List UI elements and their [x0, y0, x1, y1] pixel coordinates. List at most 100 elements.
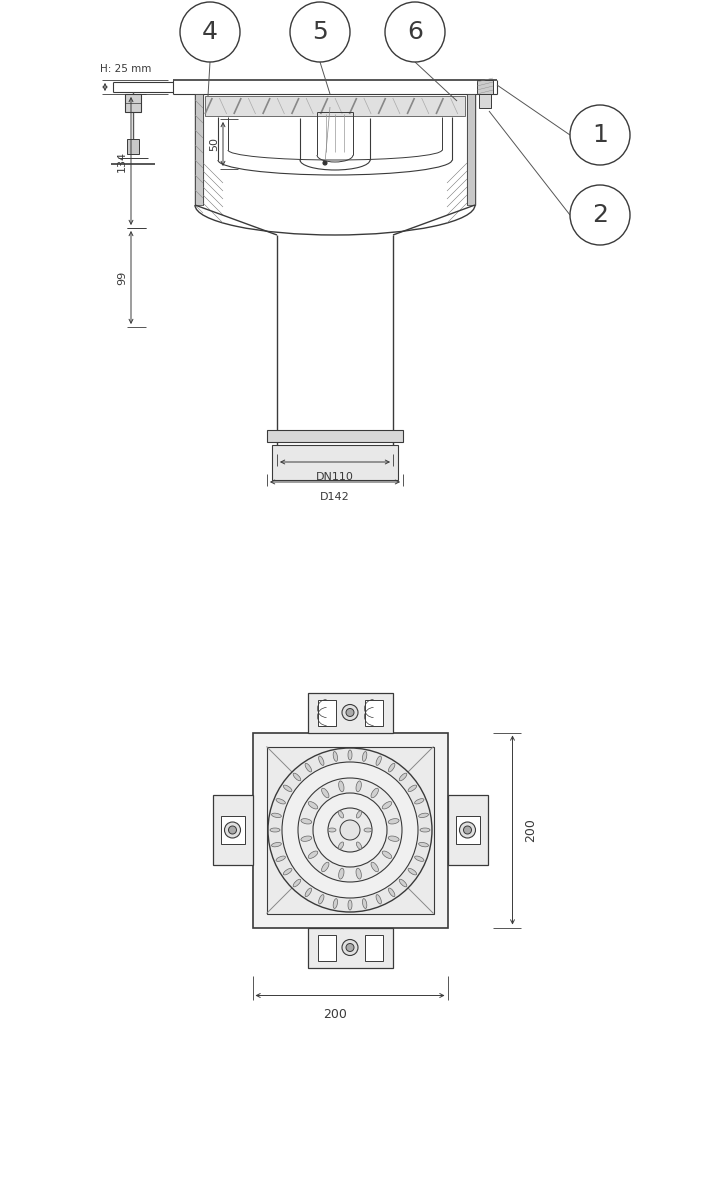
- Bar: [317, 935, 336, 960]
- Ellipse shape: [388, 888, 395, 896]
- Text: D142: D142: [320, 492, 350, 502]
- Circle shape: [342, 704, 358, 720]
- Ellipse shape: [356, 842, 362, 850]
- Ellipse shape: [408, 869, 416, 875]
- Ellipse shape: [419, 842, 428, 847]
- Circle shape: [323, 161, 327, 164]
- Circle shape: [570, 185, 630, 245]
- Bar: [317, 700, 336, 726]
- Text: 50: 50: [209, 137, 219, 151]
- Ellipse shape: [271, 842, 281, 847]
- Bar: [272, 445, 398, 480]
- Circle shape: [346, 943, 354, 952]
- Ellipse shape: [339, 842, 344, 850]
- Ellipse shape: [284, 785, 292, 792]
- Bar: [127, 139, 139, 154]
- Text: 4: 4: [202, 20, 218, 44]
- Ellipse shape: [284, 869, 292, 875]
- Text: 134: 134: [117, 150, 127, 172]
- Circle shape: [460, 822, 476, 838]
- Bar: [267, 430, 403, 442]
- Ellipse shape: [322, 863, 329, 871]
- Bar: [365, 700, 382, 726]
- Ellipse shape: [308, 851, 317, 858]
- Bar: [213, 794, 252, 865]
- Ellipse shape: [399, 880, 407, 887]
- Text: 1: 1: [592, 122, 608, 146]
- Ellipse shape: [414, 799, 424, 804]
- Text: 5: 5: [312, 20, 328, 44]
- Text: 200: 200: [323, 1008, 347, 1020]
- Text: DN110: DN110: [316, 472, 354, 482]
- Ellipse shape: [348, 900, 352, 910]
- Circle shape: [313, 793, 387, 866]
- Bar: [477, 80, 493, 94]
- Ellipse shape: [305, 888, 312, 896]
- Ellipse shape: [339, 869, 344, 880]
- Circle shape: [290, 2, 350, 62]
- Ellipse shape: [308, 802, 317, 809]
- Ellipse shape: [301, 836, 312, 841]
- Ellipse shape: [414, 856, 424, 862]
- Ellipse shape: [419, 814, 428, 817]
- Bar: [267, 746, 433, 913]
- Text: 2: 2: [592, 203, 608, 227]
- Ellipse shape: [371, 863, 378, 871]
- Circle shape: [228, 826, 237, 834]
- Text: H: 25 mm: H: 25 mm: [100, 64, 151, 74]
- Circle shape: [298, 778, 402, 882]
- Bar: [448, 794, 488, 865]
- Ellipse shape: [399, 773, 407, 781]
- Ellipse shape: [270, 828, 280, 832]
- Ellipse shape: [356, 811, 362, 818]
- Bar: [270, 827, 430, 833]
- Circle shape: [385, 2, 445, 62]
- Circle shape: [328, 808, 372, 852]
- Ellipse shape: [382, 802, 392, 809]
- Ellipse shape: [271, 814, 281, 817]
- Bar: [308, 692, 392, 732]
- Ellipse shape: [339, 781, 344, 792]
- Ellipse shape: [388, 763, 395, 772]
- Circle shape: [464, 826, 472, 834]
- Ellipse shape: [276, 856, 286, 862]
- Text: 6: 6: [407, 20, 423, 44]
- Ellipse shape: [319, 895, 324, 904]
- Ellipse shape: [276, 799, 286, 804]
- Ellipse shape: [293, 773, 300, 781]
- Ellipse shape: [293, 880, 300, 887]
- Bar: [252, 732, 448, 928]
- Circle shape: [570, 104, 630, 164]
- Ellipse shape: [356, 781, 361, 792]
- Ellipse shape: [408, 785, 416, 792]
- Bar: [479, 94, 491, 108]
- Ellipse shape: [371, 788, 378, 798]
- Ellipse shape: [364, 828, 372, 832]
- Circle shape: [346, 708, 354, 716]
- Ellipse shape: [388, 836, 399, 841]
- Ellipse shape: [376, 895, 381, 904]
- Ellipse shape: [363, 751, 367, 761]
- Ellipse shape: [382, 851, 392, 858]
- Bar: [125, 94, 141, 112]
- Bar: [205, 96, 465, 116]
- Ellipse shape: [333, 899, 337, 908]
- Ellipse shape: [319, 756, 324, 766]
- Bar: [308, 928, 392, 967]
- Bar: [221, 816, 245, 844]
- Circle shape: [340, 820, 360, 840]
- Ellipse shape: [305, 763, 312, 772]
- Bar: [455, 816, 479, 844]
- Ellipse shape: [322, 788, 329, 798]
- Text: 99: 99: [117, 270, 127, 284]
- Ellipse shape: [339, 811, 344, 818]
- Ellipse shape: [301, 818, 312, 824]
- Ellipse shape: [356, 869, 361, 880]
- Circle shape: [180, 2, 240, 62]
- Ellipse shape: [420, 828, 430, 832]
- Ellipse shape: [333, 751, 337, 761]
- Ellipse shape: [376, 756, 381, 766]
- Circle shape: [342, 940, 358, 955]
- Bar: [467, 94, 475, 205]
- Ellipse shape: [363, 899, 367, 908]
